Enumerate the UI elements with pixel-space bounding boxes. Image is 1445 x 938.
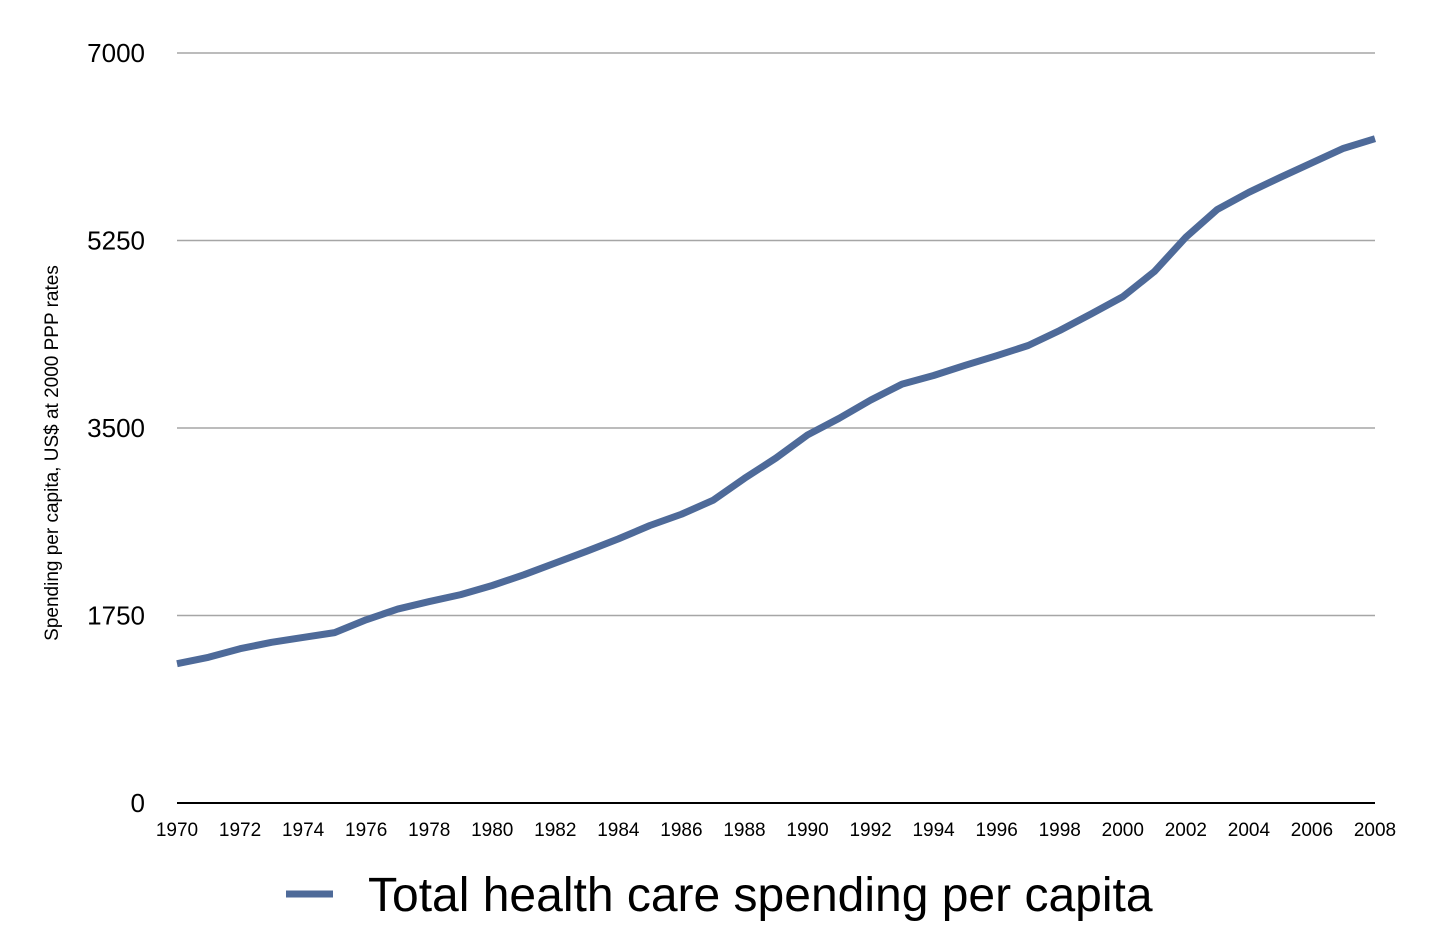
x-tick-label: 2004 (1228, 820, 1271, 841)
y-tick-label: 3500 (87, 413, 145, 443)
x-tick-label: 1976 (345, 820, 387, 841)
x-tick-label: 1980 (471, 820, 513, 841)
x-tick-label: 2006 (1291, 820, 1333, 841)
y-tick-label: 1750 (87, 601, 145, 631)
x-tick-label: 1970 (156, 820, 198, 841)
series-line-0 (176, 135, 1377, 668)
y-tick-label: 7000 (87, 38, 145, 68)
x-tick-label: 1974 (282, 820, 325, 841)
x-tick-label: 1988 (723, 820, 765, 841)
x-tick-label: 1996 (976, 820, 1018, 841)
x-tick-label: 1998 (1039, 820, 1081, 841)
x-tick-label: 1994 (912, 820, 955, 841)
x-tick-label: 1972 (219, 820, 261, 841)
y-axis-label: Spending per capita, US$ at 2000 PPP rat… (42, 265, 63, 641)
x-tick-label: 1992 (849, 820, 891, 841)
series-lines (176, 135, 1377, 668)
x-tick-label: 1986 (660, 820, 702, 841)
x-tick-label: 2008 (1354, 820, 1396, 841)
legend: Total health care spending per capita (286, 869, 1153, 922)
y-tick-label: 0 (131, 788, 145, 818)
x-tick-label: 1978 (408, 820, 450, 841)
x-tick-label: 2000 (1102, 820, 1144, 841)
legend-entry-label: Total health care spending per capita (368, 869, 1153, 922)
x-axis-ticks: 1970 1972 1974 1976 1978 1980 1982 1984 1986 1988… (156, 820, 1396, 841)
x-tick-label: 1982 (534, 820, 576, 841)
y-tick-label: 5250 (87, 226, 145, 256)
x-tick-label: 1984 (597, 820, 640, 841)
x-tick-label: 1990 (786, 820, 828, 841)
x-tick-label: 2002 (1165, 820, 1207, 841)
y-axis-ticks: 0 1750 3500 5250 7000 (87, 38, 145, 818)
gridlines (177, 52, 1375, 617)
